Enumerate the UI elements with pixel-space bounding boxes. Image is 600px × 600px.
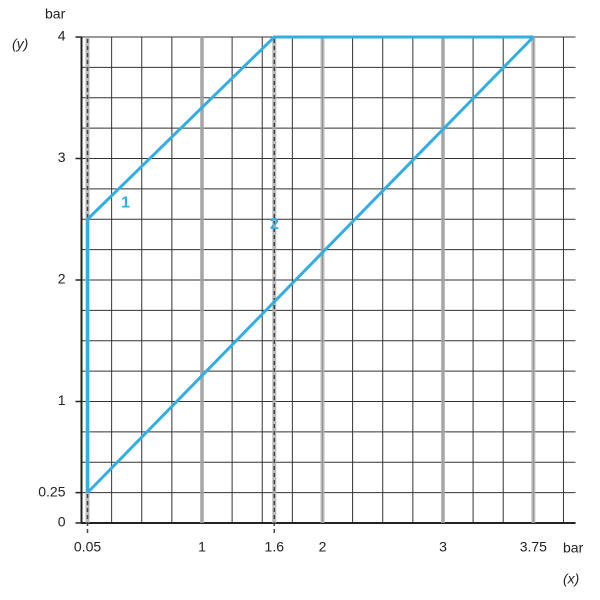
y-tick-label: 2 (58, 271, 66, 287)
y-tick-label: 0.25 (38, 483, 65, 499)
y-tick-label: 4 (58, 28, 66, 44)
y-tick-label: 3 (58, 149, 66, 165)
y-tick-label: 0 (58, 514, 66, 530)
x-tick-label: 1.6 (265, 539, 285, 555)
series-line (86, 35, 534, 493)
x-tick-label: 3.75 (520, 539, 547, 555)
x-axis-label: (x) (563, 571, 579, 587)
y-axis-label: (y) (12, 36, 28, 52)
series-label: 1 (121, 194, 130, 211)
y-tick-label: 1 (58, 392, 66, 408)
x-tick-label: 1 (198, 539, 206, 555)
series-label: 2 (270, 216, 279, 233)
x-tick-label: 3 (439, 539, 447, 555)
x-tick-label: 0.05 (74, 539, 101, 555)
series-line (86, 35, 535, 494)
y-unit: bar (45, 6, 66, 22)
x-unit: bar (563, 540, 584, 556)
x-tick-label: 2 (319, 539, 327, 555)
